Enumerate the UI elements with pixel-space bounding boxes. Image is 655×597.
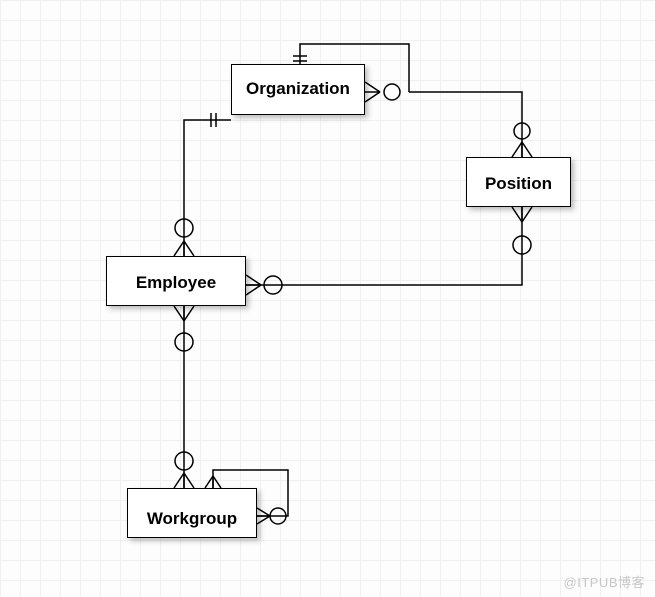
entity-position-label: Position bbox=[467, 174, 570, 194]
entity-position[interactable]: Position bbox=[466, 157, 571, 207]
entity-employee-label: Employee bbox=[107, 273, 245, 293]
watermark-text: @ITPUB博客 bbox=[564, 572, 645, 591]
entity-employee[interactable]: Employee bbox=[106, 256, 246, 306]
entity-organization-label: Organization bbox=[232, 79, 364, 99]
entity-organization[interactable]: Organization bbox=[231, 64, 365, 115]
entity-workgroup[interactable]: Workgroup bbox=[127, 488, 257, 538]
entity-workgroup-label: Workgroup bbox=[128, 509, 256, 529]
